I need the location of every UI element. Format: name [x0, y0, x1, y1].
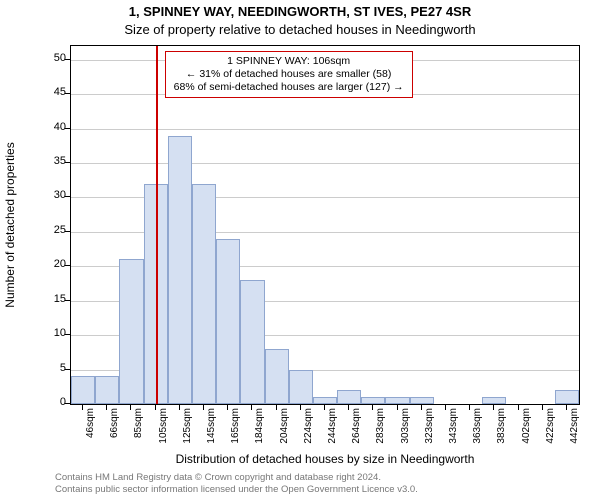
- xtick-label: 204sqm: [279, 408, 290, 458]
- histogram-bar: [337, 390, 361, 404]
- xtick-label: 66sqm: [109, 408, 120, 458]
- histogram-bar: [410, 397, 434, 404]
- ytick-label: 0: [36, 396, 66, 408]
- xtick-label: 85sqm: [133, 408, 144, 458]
- annotation-line: 1 SPINNEY WAY: 106sqm: [174, 55, 404, 68]
- xtick-mark: [130, 405, 131, 410]
- ytick-mark: [65, 300, 70, 301]
- y-axis-label: Number of detached properties: [3, 142, 17, 307]
- xtick-mark: [82, 405, 83, 410]
- xtick-mark: [179, 405, 180, 410]
- xtick-mark: [155, 405, 156, 410]
- xtick-mark: [469, 405, 470, 410]
- histogram-bar: [71, 376, 95, 404]
- ytick-mark: [65, 162, 70, 163]
- ytick-label: 10: [36, 327, 66, 339]
- ytick-mark: [65, 403, 70, 404]
- ytick-label: 45: [36, 86, 66, 98]
- ytick-mark: [65, 334, 70, 335]
- xtick-label: 383sqm: [496, 408, 507, 458]
- ytick-mark: [65, 128, 70, 129]
- histogram-bar: [555, 390, 579, 404]
- ytick-label: 35: [36, 155, 66, 167]
- ytick-label: 25: [36, 224, 66, 236]
- ytick-mark: [65, 231, 70, 232]
- xtick-mark: [372, 405, 373, 410]
- histogram-bar: [240, 280, 264, 404]
- xtick-mark: [348, 405, 349, 410]
- xtick-label: 402sqm: [521, 408, 532, 458]
- chart-title-address: 1, SPINNEY WAY, NEEDINGWORTH, ST IVES, P…: [0, 4, 600, 19]
- xtick-label: 442sqm: [569, 408, 580, 458]
- footer-attribution: Contains HM Land Registry data © Crown c…: [55, 472, 418, 495]
- histogram-bar: [216, 239, 240, 404]
- ytick-mark: [65, 369, 70, 370]
- xtick-label: 165sqm: [230, 408, 241, 458]
- chart-container: 1, SPINNEY WAY, NEEDINGWORTH, ST IVES, P…: [0, 0, 600, 500]
- ytick-mark: [65, 93, 70, 94]
- xtick-label: 184sqm: [254, 408, 265, 458]
- xtick-label: 323sqm: [424, 408, 435, 458]
- xtick-label: 363sqm: [472, 408, 483, 458]
- xtick-label: 264sqm: [351, 408, 362, 458]
- xtick-label: 46sqm: [85, 408, 96, 458]
- histogram-bar: [168, 136, 192, 405]
- ytick-mark: [65, 196, 70, 197]
- chart-title-desc: Size of property relative to detached ho…: [0, 22, 600, 37]
- xtick-mark: [421, 405, 422, 410]
- annotation-box: 1 SPINNEY WAY: 106sqm← 31% of detached h…: [165, 51, 413, 98]
- ytick-mark: [65, 265, 70, 266]
- marker-line: [156, 46, 158, 404]
- xtick-label: 244sqm: [327, 408, 338, 458]
- xtick-mark: [397, 405, 398, 410]
- xtick-label: 422sqm: [545, 408, 556, 458]
- xtick-mark: [251, 405, 252, 410]
- ytick-label: 30: [36, 189, 66, 201]
- xtick-mark: [276, 405, 277, 410]
- ytick-mark: [65, 59, 70, 60]
- xtick-label: 303sqm: [400, 408, 411, 458]
- footer-line2: Contains public sector information licen…: [55, 484, 418, 495]
- plot-area: [70, 45, 580, 405]
- ytick-label: 5: [36, 362, 66, 374]
- xtick-mark: [518, 405, 519, 410]
- annotation-line: ← 31% of detached houses are smaller (58…: [174, 68, 404, 81]
- xtick-mark: [542, 405, 543, 410]
- histogram-bar: [119, 259, 143, 404]
- xtick-mark: [493, 405, 494, 410]
- xtick-label: 224sqm: [303, 408, 314, 458]
- xtick-mark: [227, 405, 228, 410]
- xtick-mark: [203, 405, 204, 410]
- ytick-label: 50: [36, 52, 66, 64]
- xtick-label: 105sqm: [158, 408, 169, 458]
- histogram-bar: [95, 376, 119, 404]
- histogram-bar: [385, 397, 409, 404]
- gridline: [71, 163, 579, 164]
- xtick-mark: [566, 405, 567, 410]
- xtick-mark: [106, 405, 107, 410]
- histogram-bar: [313, 397, 337, 404]
- xtick-mark: [445, 405, 446, 410]
- histogram-bar: [265, 349, 289, 404]
- ytick-label: 20: [36, 258, 66, 270]
- xtick-label: 145sqm: [206, 408, 217, 458]
- ytick-label: 15: [36, 293, 66, 305]
- xtick-mark: [300, 405, 301, 410]
- footer-line1: Contains HM Land Registry data © Crown c…: [55, 472, 418, 483]
- histogram-bar: [361, 397, 385, 404]
- annotation-line: 68% of semi-detached houses are larger (…: [174, 81, 404, 94]
- xtick-label: 125sqm: [182, 408, 193, 458]
- gridline: [71, 129, 579, 130]
- histogram-bar: [192, 184, 216, 404]
- histogram-bar: [289, 370, 313, 404]
- xtick-label: 343sqm: [448, 408, 459, 458]
- histogram-bar: [482, 397, 506, 404]
- xtick-label: 283sqm: [375, 408, 386, 458]
- ytick-label: 40: [36, 121, 66, 133]
- xtick-mark: [324, 405, 325, 410]
